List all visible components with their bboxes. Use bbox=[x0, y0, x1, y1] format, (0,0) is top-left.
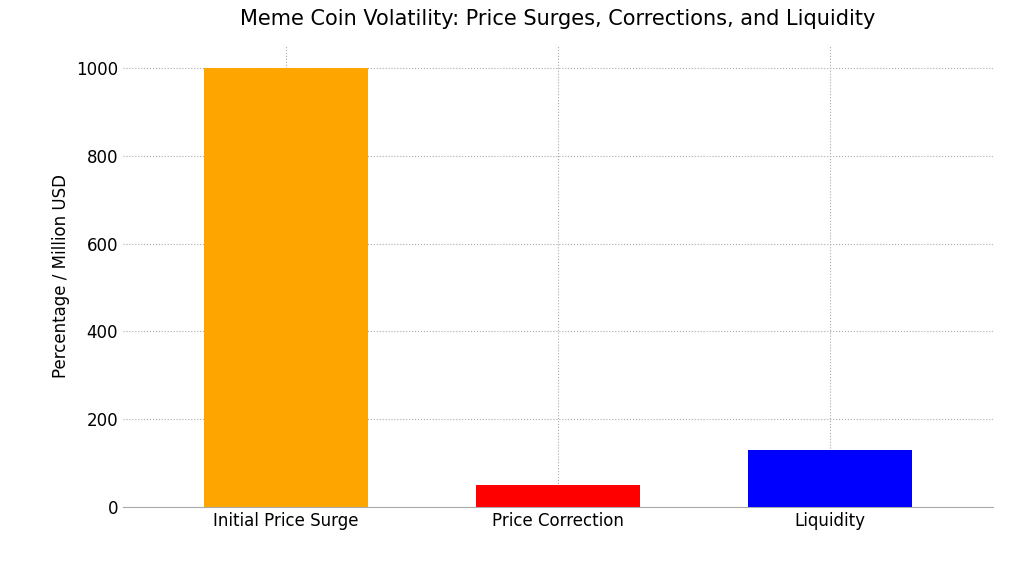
Bar bbox=[205, 68, 368, 507]
Title: Meme Coin Volatility: Price Surges, Corrections, and Liquidity: Meme Coin Volatility: Price Surges, Corr… bbox=[241, 9, 876, 29]
Bar bbox=[749, 450, 911, 507]
Y-axis label: Percentage / Million USD: Percentage / Million USD bbox=[52, 175, 71, 378]
Bar bbox=[476, 485, 640, 507]
